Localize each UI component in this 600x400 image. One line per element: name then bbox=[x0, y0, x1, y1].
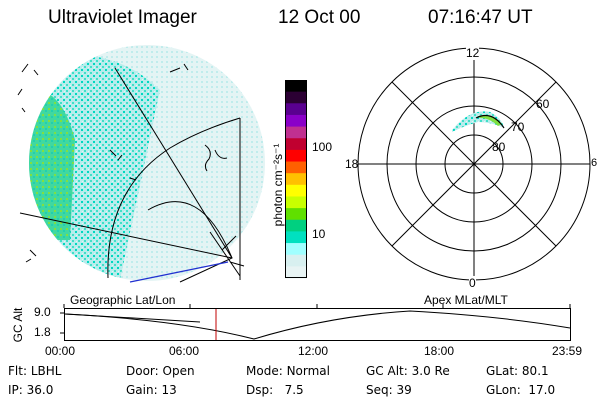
colorbar-segment bbox=[285, 219, 307, 232]
colorbar-segment bbox=[285, 91, 307, 104]
mlt-label-6: 6 bbox=[591, 157, 598, 169]
colorbar-segment bbox=[285, 266, 307, 279]
info-door: Door: Open bbox=[126, 364, 195, 378]
date-label: 12 Oct 00 bbox=[278, 7, 361, 28]
colorbar-segment bbox=[285, 254, 307, 267]
info-glat: GLat: 80.1 bbox=[486, 364, 549, 378]
time-tick-1800: 18:00 bbox=[424, 344, 455, 358]
mlat-label-60: 60 bbox=[536, 97, 550, 111]
colorbar-tick-100: 100 bbox=[312, 140, 333, 154]
colorbar-segment bbox=[285, 138, 307, 151]
colorbar-segment bbox=[285, 149, 307, 163]
colorbar-segment bbox=[285, 184, 307, 197]
colorbar-segment bbox=[285, 208, 307, 221]
colorbar-segment bbox=[285, 243, 307, 256]
mlat-label-80: 80 bbox=[492, 140, 506, 154]
info-ip: IP: 36.0 bbox=[8, 383, 54, 397]
colorbar-segment bbox=[285, 196, 307, 209]
altitude-tick-low: 1.8 bbox=[34, 325, 51, 339]
altitude-tick-high: 9.0 bbox=[34, 305, 51, 319]
time-tick-2359: 23:59 bbox=[552, 344, 583, 358]
mlat-label-70: 70 bbox=[511, 120, 525, 134]
mlt-label-0: 0 bbox=[469, 276, 476, 290]
colorbar-segment bbox=[285, 161, 307, 174]
colorbar-segment bbox=[285, 103, 307, 116]
info-glon: GLon: 17.0 bbox=[486, 383, 556, 397]
info-gain: Gain: 13 bbox=[126, 383, 177, 397]
colorbar-segment bbox=[285, 173, 307, 186]
geographic-map-label: Geographic Lat/Lon bbox=[70, 293, 176, 307]
color-scale-bar bbox=[285, 80, 307, 279]
instrument-title: Ultraviolet Imager bbox=[48, 7, 197, 28]
info-mode: Mode: Normal bbox=[246, 364, 330, 378]
time-tick-0000: 00:00 bbox=[45, 344, 76, 358]
info-dsp: Dsp: 7.5 bbox=[246, 383, 304, 397]
info-seq: Seq: 39 bbox=[366, 383, 412, 397]
time-tick-1200: 12:00 bbox=[298, 344, 329, 358]
info-flt: Flt: LBHL bbox=[8, 364, 62, 378]
colorbar-segment bbox=[285, 231, 307, 244]
colorbar-segment bbox=[285, 114, 307, 128]
info-gc-alt: GC Alt: 3.0 Re bbox=[366, 364, 450, 378]
apex-map-label: Apex MLat/MLT bbox=[424, 293, 508, 307]
colorbar-segment bbox=[285, 80, 307, 93]
mlt-label-18: 18 bbox=[345, 157, 359, 171]
altitude-axis-label: GC Alt bbox=[11, 307, 25, 343]
mlt-label-12: 12 bbox=[466, 46, 480, 60]
colorbar-tick-10: 10 bbox=[312, 227, 326, 241]
time-label: 07:16:47 UT bbox=[428, 7, 533, 28]
colorbar-segment bbox=[285, 126, 307, 139]
time-tick-0600: 06:00 bbox=[169, 344, 200, 358]
